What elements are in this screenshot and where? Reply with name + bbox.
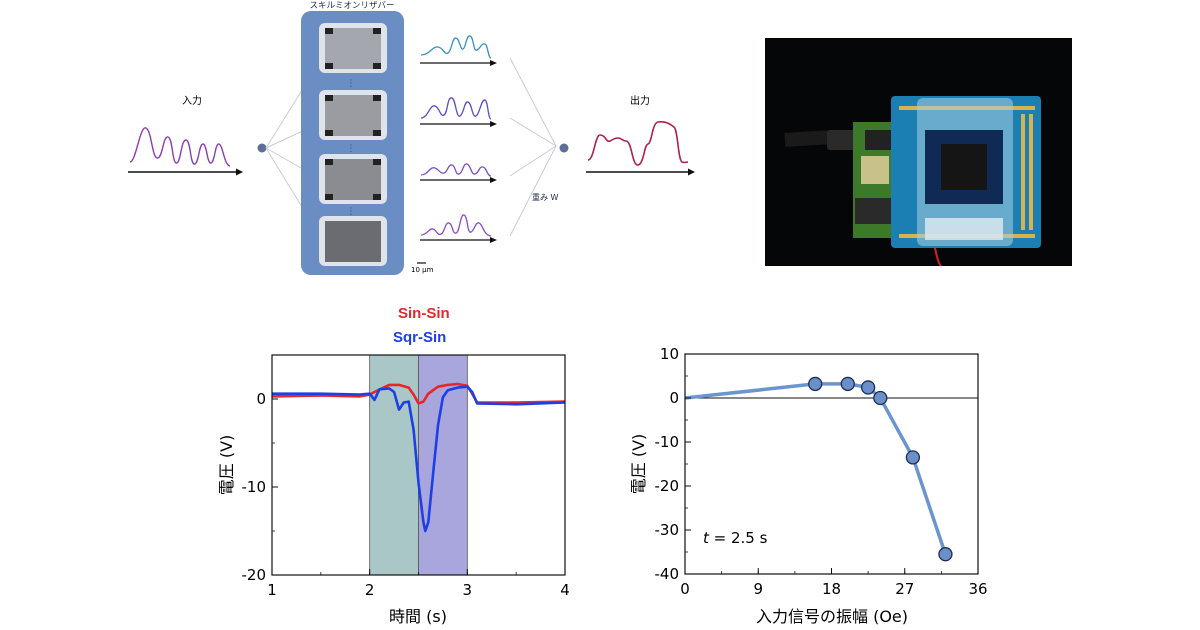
reservoir-tile bbox=[319, 216, 387, 266]
x-axis-label: 入力信号の振幅 (Oe) bbox=[756, 607, 908, 626]
reservoir-tile bbox=[319, 23, 387, 73]
data-point bbox=[905, 450, 921, 465]
data-point bbox=[808, 376, 823, 392]
x-tick-label: 18 bbox=[822, 580, 841, 598]
data-point bbox=[840, 376, 855, 392]
reservoir-block bbox=[301, 11, 404, 275]
weight-label: 重み W bbox=[532, 192, 559, 202]
time-response-chart: 1 2 3 4 0 -10 -20 時間 (s) 電圧 (V) bbox=[217, 354, 570, 626]
y-axis-label: 電圧 (V) bbox=[217, 435, 236, 496]
device-photo bbox=[765, 38, 1072, 266]
shaded-region bbox=[369, 354, 419, 576]
amplitude-chart: 0 9 18 27 36 10 0 -10 -20 -30 -40 t = 2.5 s 入力信号の振… bbox=[630, 345, 988, 626]
y-tick-label: -20 bbox=[655, 477, 680, 495]
input-axis-arrow bbox=[236, 168, 243, 176]
y-tick-label: -20 bbox=[242, 566, 267, 584]
x-tick-label: 36 bbox=[968, 580, 987, 598]
reservoir-tile bbox=[319, 154, 387, 204]
data-point bbox=[860, 380, 876, 395]
legend-sin-sin: Sin-Sin bbox=[398, 305, 450, 322]
y-tick-label: -10 bbox=[242, 478, 267, 496]
x-axis-label: 時間 (s) bbox=[389, 607, 447, 626]
series-line-sqr-sin bbox=[272, 385, 566, 533]
input-waveform bbox=[129, 127, 231, 167]
scale-bar-label: 10 µm bbox=[411, 266, 434, 274]
svg-text:⋮: ⋮ bbox=[347, 144, 356, 154]
reservoir-outputs bbox=[420, 35, 497, 243]
data-point bbox=[938, 547, 953, 562]
output-axis-arrow bbox=[688, 168, 695, 176]
data-point bbox=[873, 390, 888, 406]
svg-text:⋮: ⋮ bbox=[347, 79, 356, 89]
y-axis-label: 電圧 (V) bbox=[630, 434, 648, 495]
input-label: 入力 bbox=[182, 94, 202, 107]
output-node bbox=[559, 143, 569, 153]
x-tick-label: 0 bbox=[680, 580, 690, 598]
output-connections bbox=[509, 57, 557, 237]
reservoir-tile bbox=[319, 90, 387, 140]
x-tick-label: 9 bbox=[753, 580, 763, 598]
legend-sqr-sin: Sqr-Sin bbox=[393, 329, 447, 346]
tile-separators: ⋮ ⋮ ⋮ bbox=[347, 79, 356, 217]
y-tick-label: -10 bbox=[655, 433, 680, 451]
y-tick-label: 0 bbox=[669, 389, 679, 407]
output-waveform bbox=[587, 121, 689, 166]
x-tick-label: 27 bbox=[895, 580, 914, 598]
x-tick-label: 4 bbox=[560, 581, 570, 599]
y-tick-label: -30 bbox=[655, 521, 680, 539]
time-annotation: t = 2.5 s bbox=[703, 529, 768, 547]
x-tick-label: 3 bbox=[463, 581, 473, 599]
x-tick-label: 2 bbox=[365, 581, 375, 599]
output-label: 出力 bbox=[630, 94, 650, 107]
input-node bbox=[257, 143, 267, 153]
y-tick-label: 10 bbox=[660, 345, 679, 363]
x-tick-label: 1 bbox=[267, 581, 277, 599]
y-tick-label: 0 bbox=[256, 390, 266, 408]
reservoir-title: スキルミオンリザバー bbox=[309, 1, 394, 11]
reservoir-diagram: 入力 スキルミオンリザバー ⋮ ⋮ ⋮ 10 bbox=[128, 1, 695, 275]
svg-text:⋮: ⋮ bbox=[347, 207, 356, 217]
y-tick-label: -40 bbox=[655, 565, 680, 583]
